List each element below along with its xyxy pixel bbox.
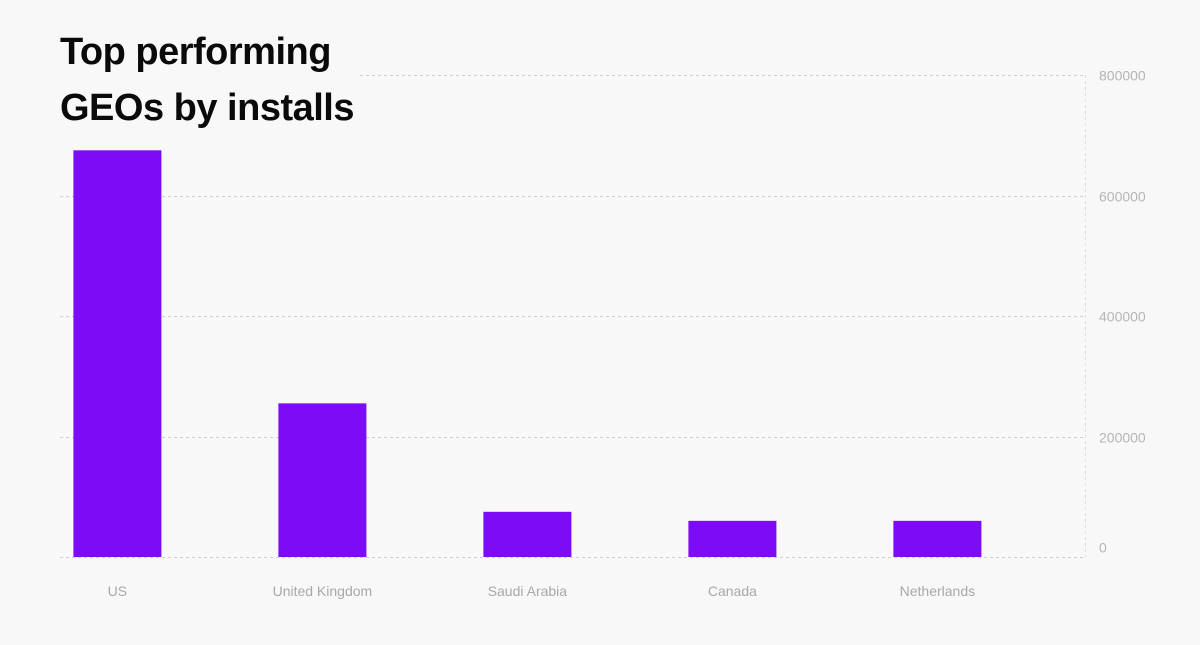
y-axis-ticks: 0 200000 400000 600000 800000 [1099,68,1146,556]
y-tick-label: 400000 [1099,309,1146,325]
x-axis-ticks: US United Kingdom Saudi Arabia Canada Nether… [108,583,975,599]
bar [73,150,162,557]
bar [688,520,777,557]
bar [893,520,982,557]
x-tick-label: US [108,583,127,599]
grid-lines [60,75,1086,558]
bars [73,150,982,557]
x-tick-label: Canada [708,583,757,599]
x-tick-label: Saudi Arabia [488,583,568,599]
chart-title-line-2: GEOs by installs [60,87,354,129]
y-tick-label: 200000 [1099,430,1146,446]
chart-title: Top performing GEOs by installs [60,31,355,129]
chart-title-line-1: Top performing [60,31,331,73]
bar [483,511,572,557]
bar [278,403,367,557]
y-tick-label: 600000 [1099,189,1146,205]
y-tick-label: 0 [1099,540,1107,556]
y-tick-label: 800000 [1099,68,1146,84]
x-tick-label: Netherlands [900,583,976,599]
x-tick-label: United Kingdom [273,583,373,599]
